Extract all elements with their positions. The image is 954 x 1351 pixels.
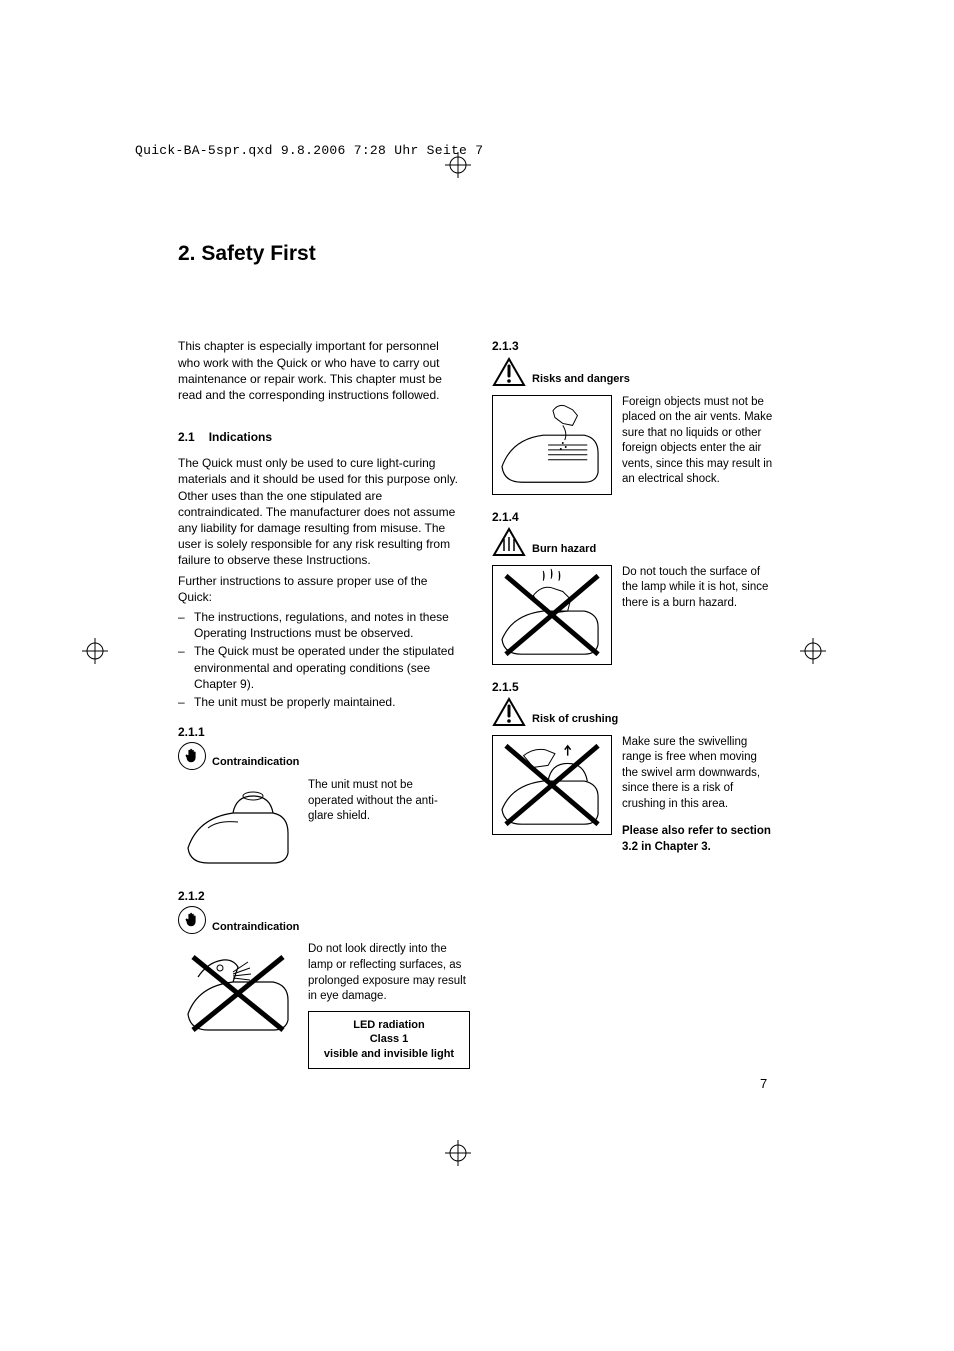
- indications-paragraph: The Quick must only be used to cure ligh…: [178, 455, 460, 568]
- section-2-1-heading: 2.1 Indications: [178, 429, 460, 445]
- further-instructions-line: Further instructions to assure proper us…: [178, 573, 460, 605]
- hand-stop-icon: [178, 906, 206, 934]
- led-box-line: Class 1: [319, 1032, 459, 1047]
- subsection-number: 2.1.3: [492, 338, 774, 354]
- illustration-text-span: Make sure the swivelling range is free w…: [622, 736, 760, 810]
- warning-label: Risk of crushing: [532, 712, 618, 727]
- illustration-text: Foreign objects must not be placed on th…: [622, 395, 774, 488]
- subsection-number: 2.1.2: [178, 888, 460, 904]
- led-box-line: LED radiation: [319, 1018, 459, 1033]
- instructions-list: The instructions, regulations, and notes…: [178, 609, 460, 710]
- contraindication-icon-row: Contraindication: [178, 906, 460, 934]
- warning-label: Risks and dangers: [532, 372, 630, 387]
- illustration-anti-glare-shield: [178, 778, 298, 874]
- section-number: 2.1: [178, 429, 195, 445]
- contraindication-label: Contraindication: [212, 755, 299, 770]
- illustration-block-214: Do not touch the surface of the lamp whi…: [492, 565, 774, 665]
- illustration-text-span: Do not look directly into the lamp or re…: [308, 943, 466, 1002]
- contraindication-icon-row: Contraindication: [178, 742, 460, 770]
- registration-mark-bottom: [445, 1140, 471, 1166]
- illustration-block-215: Make sure the swivelling range is free w…: [492, 735, 774, 856]
- subsection-number: 2.1.4: [492, 509, 774, 525]
- contraindication-label: Contraindication: [212, 920, 299, 935]
- warning-icon-row: Risk of crushing: [492, 697, 774, 727]
- hand-stop-icon: [178, 742, 206, 770]
- illustration-eye-damage: [178, 942, 298, 1038]
- print-job-header: Quick-BA-5spr.qxd 9.8.2006 7:28 Uhr Seit…: [135, 142, 483, 160]
- warning-label: Burn hazard: [532, 542, 596, 557]
- illustration-text: Do not touch the surface of the lamp whi…: [622, 565, 774, 612]
- right-column: 2.1.3 Risks and dangers: [492, 338, 774, 1083]
- burn-hazard-icon: [492, 527, 526, 557]
- warning-icon-row: Risks and dangers: [492, 357, 774, 387]
- warning-icon: [492, 697, 526, 727]
- cross-reference-note: Please also refer to section 3.2 in Chap…: [622, 824, 774, 855]
- list-item: The Quick must be operated under the sti…: [178, 643, 460, 692]
- list-item: The instructions, regulations, and notes…: [178, 609, 460, 641]
- illustration-burn-hazard: [492, 565, 612, 665]
- chapter-title: 2. Safety First: [178, 240, 774, 268]
- warning-icon-row: Burn hazard: [492, 527, 774, 557]
- left-column: This chapter is especially important for…: [178, 338, 460, 1083]
- illustration-block-211: The unit must not be operated without th…: [178, 778, 460, 874]
- illustration-air-vents: [492, 395, 612, 495]
- section-title: Indications: [209, 430, 272, 444]
- registration-mark-left: [82, 638, 108, 664]
- page-content: 2. Safety First This chapter is especial…: [178, 240, 774, 1083]
- chapter-intro: This chapter is especially important for…: [178, 338, 460, 403]
- led-box-line: visible and invisible light: [319, 1047, 459, 1062]
- subsection-number: 2.1.5: [492, 679, 774, 695]
- led-radiation-box: LED radiation Class 1 visible and invisi…: [308, 1011, 470, 1070]
- subsection-number: 2.1.1: [178, 724, 460, 740]
- warning-icon: [492, 357, 526, 387]
- illustration-crushing-risk: [492, 735, 612, 835]
- illustration-text: The unit must not be operated without th…: [308, 778, 460, 825]
- illustration-block-212: Do not look directly into the lamp or re…: [178, 942, 460, 1069]
- list-item: The unit must be properly maintained.: [178, 694, 460, 710]
- illustration-text: Make sure the swivelling range is free w…: [622, 735, 774, 856]
- illustration-text: Do not look directly into the lamp or re…: [308, 942, 470, 1069]
- page-number: 7: [760, 1075, 767, 1093]
- illustration-block-213: Foreign objects must not be placed on th…: [492, 395, 774, 495]
- registration-mark-right: [800, 638, 826, 664]
